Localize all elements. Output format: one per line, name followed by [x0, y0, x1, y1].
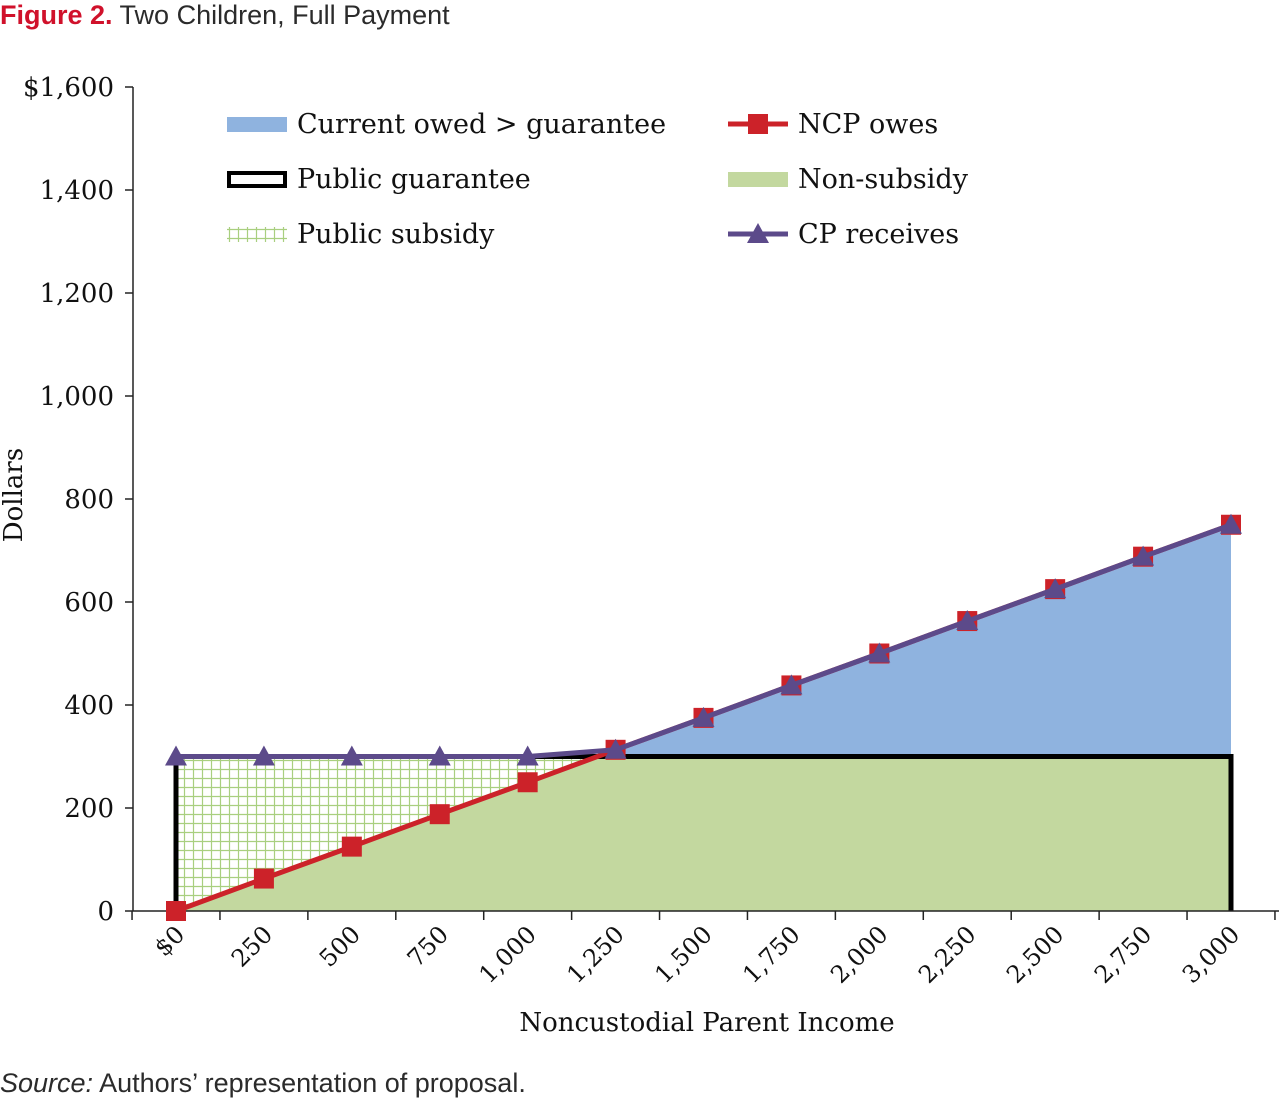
legend-label: Public subsidy: [297, 219, 495, 250]
x-tick-label: 1,000: [474, 920, 542, 988]
cp-receives-point: [340, 745, 363, 766]
ncp-owes-point: [429, 804, 450, 825]
cp-receives-point: [1220, 513, 1242, 534]
ncp-owes-point: [253, 868, 274, 889]
x-tick-label: 1,500: [649, 920, 717, 988]
x-tick-label: 2,750: [1089, 920, 1157, 988]
legend-label: Current owed > guarantee: [297, 109, 666, 140]
cp-receives-point: [165, 745, 187, 766]
ncp-owes-point: [166, 901, 186, 921]
non-subsidy-area: [176, 756, 1231, 911]
x-tick-label: 2,500: [1001, 920, 1069, 988]
legend-item: Current owed > guarantee: [227, 109, 666, 140]
cp-receives-point: [252, 745, 275, 766]
y-tick-label: 400: [64, 691, 114, 721]
x-tick-label: 2,000: [825, 920, 893, 988]
legend-swatch: [227, 171, 287, 188]
y-tick-label: 200: [64, 794, 114, 824]
legend: Current owed > guarantee NCP owes Public g…: [227, 109, 969, 250]
cp-receives-point: [428, 745, 451, 766]
source-note: Source: Authors’ representation of propo…: [0, 1068, 526, 1099]
cp-receives-point: [1044, 578, 1067, 599]
legend-swatch: [227, 117, 287, 132]
public-guarantee-outline: [173, 754, 1234, 911]
legend-swatch: [728, 172, 788, 187]
legend-item: NCP owes: [728, 109, 938, 140]
legend-item: Public subsidy: [227, 219, 495, 250]
ncp-owes-point: [517, 772, 538, 793]
y-tick-label: 1,200: [40, 279, 114, 309]
cp-receives-point: [516, 745, 539, 766]
legend-swatch-marker: [747, 223, 769, 243]
legend-label: NCP owes: [798, 109, 938, 140]
source-label: Source:: [0, 1068, 94, 1098]
cp-receives-point: [604, 738, 627, 759]
x-tick-label: 1,250: [561, 920, 629, 988]
source-text: Authors’ representation of proposal.: [93, 1068, 526, 1098]
cp-receives-point: [868, 642, 891, 663]
y-tick-label: 800: [64, 485, 114, 515]
cp-receives-point: [780, 674, 803, 695]
y-tick-label: $1,600: [23, 73, 114, 103]
legend-swatch: [227, 227, 287, 242]
x-tick-label: 3,000: [1177, 920, 1245, 988]
x-axis-label: Noncustodial Parent Income: [519, 1008, 894, 1038]
y-tick-label: 1,400: [40, 176, 114, 206]
figure-number: Figure 2.: [0, 0, 113, 30]
x-tick-label: $0: [149, 920, 190, 961]
x-tick-label: 500: [314, 920, 366, 972]
x-tick-label: 750: [402, 920, 454, 972]
legend-item: Non-subsidy: [728, 164, 969, 195]
legend-label: Non-subsidy: [798, 164, 969, 195]
cp-receives-point: [1132, 545, 1155, 566]
legend-swatch-marker: [748, 114, 768, 134]
x-tick-label: 250: [226, 920, 278, 972]
y-tick-label: 1,000: [40, 382, 114, 412]
legend-item: CP receives: [728, 219, 959, 250]
cp-receives-point: [956, 610, 979, 631]
y-tick-label: 0: [97, 897, 114, 927]
figure-title-text: Two Children, Full Payment: [119, 0, 450, 30]
legend-label: Public guarantee: [297, 164, 531, 195]
x-tick-label: 1,750: [737, 920, 805, 988]
ncp-owes-point: [341, 836, 362, 857]
cp-receives-point: [692, 706, 715, 727]
y-tick-label: 600: [64, 588, 114, 618]
x-tick-label: 2,250: [913, 920, 981, 988]
series-layer: [165, 513, 1242, 921]
legend-item: Public guarantee: [227, 164, 531, 195]
figure-title: Figure 2. Two Children, Full Payment: [0, 0, 450, 31]
legend-label: CP receives: [798, 219, 959, 250]
y-axis-label: Dollars: [0, 448, 29, 542]
